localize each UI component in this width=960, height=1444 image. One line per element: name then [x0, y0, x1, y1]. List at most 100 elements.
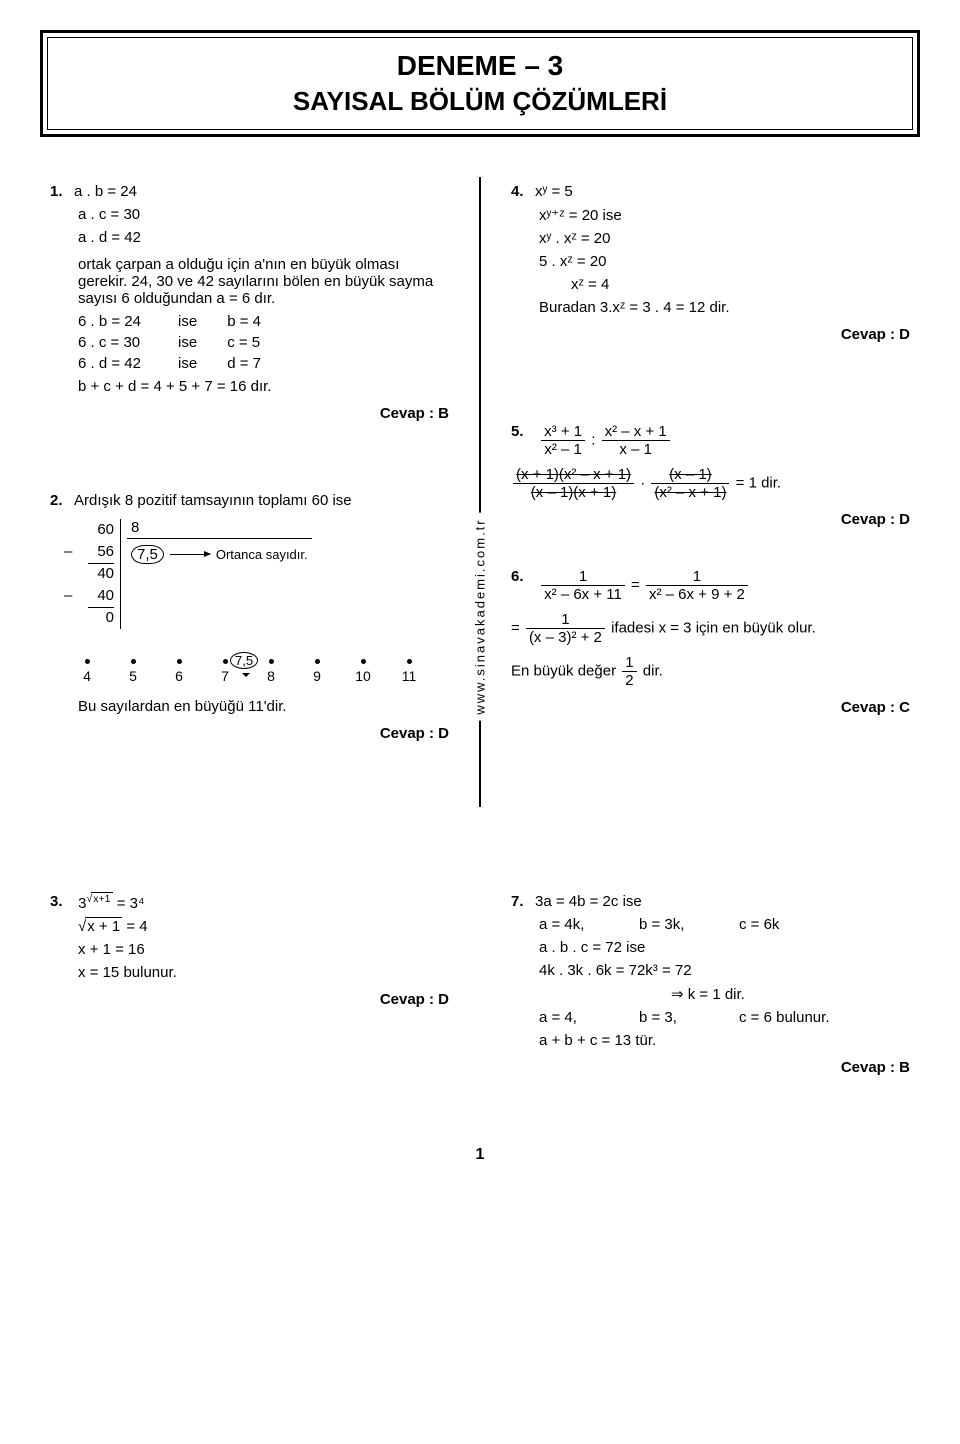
q2-dot-10: 10 — [354, 659, 372, 684]
q4-l3: xʸ . xᶻ = 20 — [539, 230, 910, 247]
q7-l6a: a = 4, — [539, 1009, 629, 1026]
q4-l5: xᶻ = 4 — [571, 276, 910, 293]
q2-p1: Ardışık 8 pozitif tamsayının toplamı 60 … — [74, 492, 352, 509]
q1-l5c: c = 5 — [227, 334, 260, 351]
q2-division: 60 56 40 40 0 8 7,5 Ortanca sayıdır. — [78, 519, 449, 629]
question-6: 6. 1 x² – 6x + 11 = 1 x² – 6x + 9 + 2 = … — [511, 568, 910, 716]
q2-div-left: 60 56 40 40 0 — [78, 519, 114, 629]
q3-l2: x + 1 = 4 — [78, 918, 449, 935]
q1-answer: Cevap : B — [50, 405, 449, 422]
q3-l3: x + 1 = 16 — [78, 941, 449, 958]
question-3: 3. 3x+1 = 3⁴ x + 1 = 4 x + 1 = 16 x = 15… — [50, 893, 449, 1008]
q7-l6c: c = 6 bulunur. — [739, 1009, 829, 1026]
q4-l4: 5 . xᶻ = 20 — [539, 253, 910, 270]
q4-l6: Buradan 3.xᶻ = 3 . 4 = 12 dir. — [539, 299, 910, 316]
left-column: 1.a . b = 24 a . c = 30 a . d = 42 ortak… — [40, 177, 459, 807]
columns-row1: 1.a . b = 24 a . c = 30 a . d = 42 ortak… — [40, 177, 920, 807]
q1-number: 1. — [50, 183, 74, 200]
q2-div-r0: 60 — [78, 519, 114, 541]
q2-dot-4: 4 — [78, 659, 96, 684]
q3-answer: Cevap : D — [50, 991, 449, 1008]
q2-div-r4: 0 — [78, 607, 114, 629]
q2-dot-5: 5 — [124, 659, 142, 684]
q7-l4: 4k . 3k . 6k = 72k³ = 72 — [539, 962, 910, 979]
q2-div-r3: 40 — [88, 585, 114, 608]
watermark-text: www.sinavakademi.com.tr — [471, 512, 490, 720]
title-line2: SAYISAL BÖLÜM ÇÖZÜMLERİ — [68, 86, 892, 117]
q1-l5a: 6 . c = 30 — [78, 334, 168, 351]
q1-l6b: ise — [178, 355, 197, 372]
q6-text2: En büyük değer 1 2 dir. — [511, 654, 910, 689]
q6-lhs: 1 x² – 6x + 11 — [541, 568, 625, 603]
q2-p2: Bu sayılardan en büyüğü 11'dir. — [78, 698, 449, 715]
q2-answer: Cevap : D — [50, 725, 449, 742]
question-2: 2.Ardışık 8 pozitif tamsayının toplamı 6… — [50, 492, 449, 742]
page: DENEME – 3 SAYISAL BÖLÜM ÇÖZÜMLERİ 1.a .… — [0, 0, 960, 1204]
q1-l3: a . d = 42 — [78, 229, 449, 246]
q2-quotient: 7,5 — [131, 545, 164, 564]
q1-l4a: 6 . b = 24 — [78, 313, 168, 330]
q6-number: 6. — [511, 568, 535, 585]
question-5: 5. x³ + 1 x² – 1 : x² – x + 1 x – 1 (x +… — [511, 423, 910, 528]
q7-l7: a + b + c = 13 tür. — [539, 1032, 910, 1049]
q3-l1: 3x+1 = 3⁴ — [78, 895, 144, 912]
q1-l4c: b = 4 — [227, 313, 261, 330]
page-number: 1 — [40, 1146, 920, 1164]
q1-l6a: 6 . d = 42 — [78, 355, 168, 372]
q2-dot-11: 11 — [400, 659, 418, 684]
q4-l1: xʸ = 5 — [535, 183, 573, 200]
q5-number: 5. — [511, 423, 535, 440]
q2-dot-6: 6 — [170, 659, 188, 684]
q6-rhs: 1 x² – 6x + 9 + 2 — [646, 568, 748, 603]
q2-div-r1: 56 — [88, 541, 114, 564]
q6-text1: ifadesi x = 3 için en büyük olur. — [611, 619, 816, 636]
question-1: 1.a . b = 24 a . c = 30 a . d = 42 ortak… — [50, 183, 449, 422]
q3-l4: x = 15 bulunur. — [78, 964, 449, 981]
q2-div-right: 8 7,5 Ortanca sayıdır. — [120, 519, 312, 629]
q6-step2: = 1 (x – 3)² + 2 ifadesi x = 3 için en b… — [511, 611, 910, 646]
q2-divisor: 8 — [127, 519, 312, 539]
q7-l2a: a = 4k, — [539, 916, 629, 933]
q7-l6b: b = 3, — [639, 1009, 729, 1026]
q4-number: 4. — [511, 183, 535, 200]
q5-frac2: x² – x + 1 x – 1 — [602, 423, 670, 458]
title-frame: DENEME – 3 SAYISAL BÖLÜM ÇÖZÜMLERİ — [40, 30, 920, 137]
q6-answer: Cevap : C — [511, 699, 910, 716]
q5-result: = 1 dir. — [736, 474, 781, 491]
q2-number-line: 7,5 4 5 6 7 8 9 10 11 — [78, 659, 449, 684]
q1-l2: a . c = 30 — [78, 206, 449, 223]
q4-l2: xʸ⁺ᶻ = 20 ise — [539, 206, 910, 224]
q2-number: 2. — [50, 492, 74, 509]
q1-l4b: ise — [178, 313, 197, 330]
right-column-2: 7.3a = 4b = 2c ise a = 4k, b = 3k, c = 6… — [501, 887, 920, 1116]
q7-l5: ⇒ k = 1 dir. — [671, 985, 910, 1003]
title-inner: DENEME – 3 SAYISAL BÖLÜM ÇÖZÜMLERİ — [47, 37, 913, 130]
q5-step: (x + 1)(x² – x + 1) (x – 1)(x + 1) · (x … — [511, 466, 910, 501]
q2-dot-7: 7 — [216, 659, 234, 684]
q1-l7: b + c + d = 4 + 5 + 7 = 16 dır. — [78, 378, 449, 395]
arrow-icon — [170, 554, 210, 555]
left-column-2: 3. 3x+1 = 3⁴ x + 1 = 4 x + 1 = 16 x = 15… — [40, 887, 459, 1116]
q7-l1: 3a = 4b = 2c ise — [535, 893, 642, 910]
right-column: 4.xʸ = 5 xʸ⁺ᶻ = 20 ise xʸ . xᶻ = 20 5 . … — [501, 177, 920, 807]
q1-paragraph: ortak çarpan a olduğu için a'nın en büyü… — [78, 256, 449, 307]
q1-l1: a . b = 24 — [74, 183, 137, 200]
q2-div-r2: 40 — [78, 563, 114, 585]
q2-dot-9: 9 — [308, 659, 326, 684]
q1-l6c: d = 7 — [227, 355, 261, 372]
q7-l3: a . b . c = 72 ise — [539, 939, 910, 956]
q7-l2b: b = 3k, — [639, 916, 729, 933]
title-line1: DENEME – 3 — [68, 50, 892, 82]
question-4: 4.xʸ = 5 xʸ⁺ᶻ = 20 ise xʸ . xᶻ = 20 5 . … — [511, 183, 910, 343]
q7-number: 7. — [511, 893, 535, 910]
q3-number: 3. — [50, 893, 74, 910]
q5-frac1: x³ + 1 x² – 1 — [541, 423, 585, 458]
columns-row2: 3. 3x+1 = 3⁴ x + 1 = 4 x + 1 = 16 x = 15… — [40, 887, 920, 1116]
q7-answer: Cevap : B — [511, 1059, 910, 1076]
q7-l2c: c = 6k — [739, 916, 779, 933]
q2-median-label: Ortanca sayıdır. — [216, 547, 308, 562]
q2-dot-8: 8 — [262, 659, 280, 684]
q4-answer: Cevap : D — [511, 326, 910, 343]
question-7: 7.3a = 4b = 2c ise a = 4k, b = 3k, c = 6… — [511, 893, 910, 1076]
q1-l5b: ise — [178, 334, 197, 351]
